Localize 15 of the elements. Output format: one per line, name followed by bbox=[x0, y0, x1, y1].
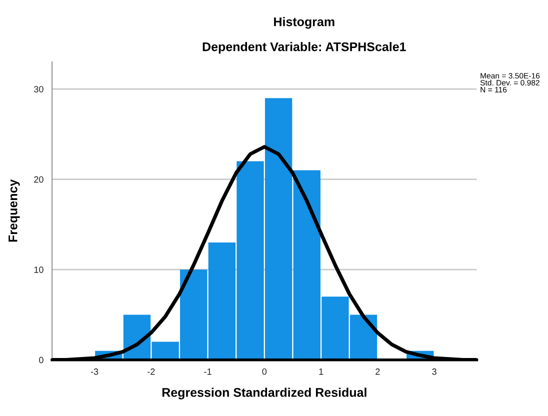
chart-subtitle: Dependent Variable: ATSPHScale1 bbox=[202, 42, 406, 54]
y-tick-label: 10 bbox=[34, 266, 44, 273]
x-tick-label: 1 bbox=[319, 368, 324, 375]
x-axis-title: Regression Standardized Residual bbox=[162, 388, 366, 400]
y-axis-title: Frequency bbox=[8, 179, 20, 242]
x-tick-label: -1 bbox=[204, 368, 212, 375]
x-tick-label: -3 bbox=[90, 368, 98, 375]
x-tick-label: 2 bbox=[376, 368, 380, 375]
x-tick-label: 3 bbox=[432, 368, 436, 375]
y-tick-label: 0 bbox=[39, 356, 44, 364]
chart-title: Histogram bbox=[274, 17, 334, 29]
x-tick-label: 0 bbox=[262, 368, 267, 375]
x-tick-label: -2 bbox=[148, 368, 155, 375]
y-tick-label: 30 bbox=[34, 86, 44, 92]
y-tick-label: 20 bbox=[34, 176, 44, 183]
